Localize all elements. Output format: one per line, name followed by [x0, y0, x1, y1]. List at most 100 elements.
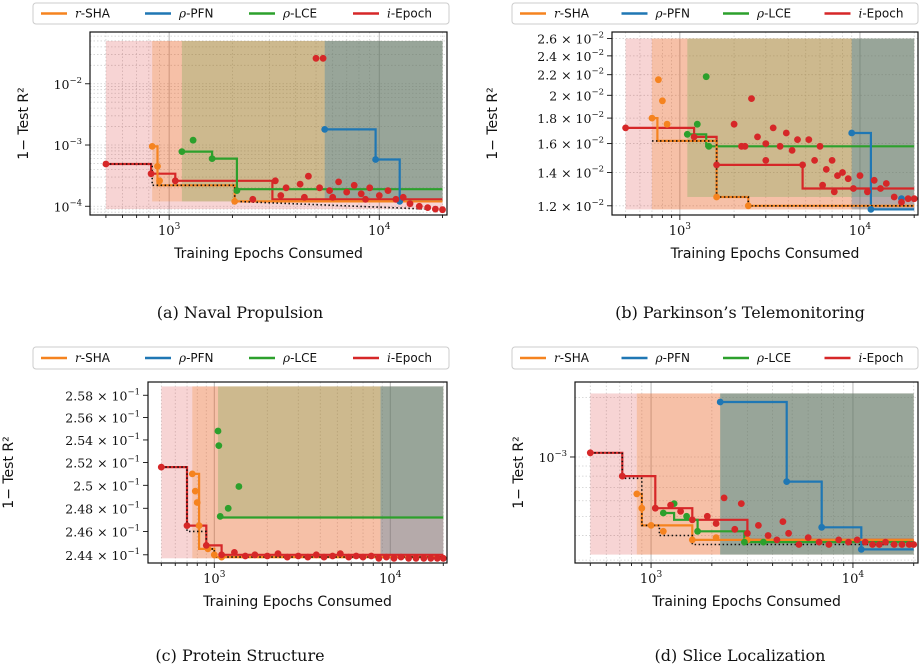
data-point: [754, 133, 761, 141]
legend-entry: i-Epoch: [387, 351, 432, 365]
region: [324, 40, 443, 202]
data-point: [762, 157, 770, 164]
data-point: [183, 522, 191, 529]
data-point: [713, 193, 720, 201]
data-point: [844, 175, 852, 183]
data-point: [375, 554, 383, 562]
data-point: [427, 554, 435, 562]
x-tick-label: 104: [379, 570, 402, 587]
data-point: [688, 536, 696, 544]
data-point: [326, 187, 333, 195]
region: [192, 386, 444, 559]
data-point: [910, 541, 918, 548]
y-tick-label: 2.52 × 10−1: [65, 455, 140, 471]
data-point: [274, 550, 282, 557]
legend-entry: r-SHA: [75, 7, 111, 21]
axes-frame: [574, 381, 919, 564]
data-point: [744, 529, 751, 537]
data-point: [296, 180, 304, 188]
data-point: [156, 177, 164, 185]
dominated-regions: [161, 386, 444, 559]
data-point: [210, 551, 218, 559]
data-point: [195, 522, 203, 529]
data-point: [412, 554, 420, 562]
legend: r-SHA ρ-PFN ρ-LCE i-Epoch: [32, 2, 450, 25]
data-point: [730, 120, 738, 128]
dominated-regions: [625, 38, 915, 210]
data-point: [191, 487, 199, 495]
data-point: [677, 508, 684, 515]
data-point: [178, 148, 186, 156]
data-point: [224, 504, 232, 512]
data-point: [659, 527, 667, 535]
data-point: [762, 140, 770, 148]
data-point: [867, 206, 875, 213]
data-point: [366, 184, 374, 192]
x-axis: 103 104 Training Epochs Consumed: [105, 215, 443, 262]
data-point: [263, 552, 271, 560]
data-points: [586, 398, 918, 553]
data-point: [904, 195, 912, 203]
data-point: [898, 198, 905, 206]
legend-box: [511, 346, 919, 370]
legend-entry: ρ-PFN: [178, 351, 214, 365]
legend-entry: ρ-PFN: [655, 351, 691, 365]
data-point: [822, 166, 830, 173]
data-point: [384, 187, 392, 195]
y-tick-label: 1.8 × 10−2: [537, 110, 604, 126]
region: [380, 386, 444, 559]
legend-entry: i-Epoch: [859, 351, 904, 365]
data-point: [350, 181, 358, 189]
data-point: [705, 142, 713, 150]
data-point: [439, 554, 447, 562]
data-point: [785, 529, 792, 537]
legend-box: [32, 346, 450, 370]
legend-box: [32, 2, 450, 25]
data-point: [783, 478, 791, 485]
incumbent-step-line: [181, 150, 443, 191]
legend: r-SHA ρ-PFN ρ-LCE i-Epoch: [511, 2, 919, 25]
incumbent-step-line: [152, 145, 443, 203]
data-point: [693, 120, 701, 128]
data-point: [336, 550, 344, 557]
data-point: [157, 463, 165, 471]
region: [851, 38, 915, 210]
y-tick-label: 10−3: [539, 449, 567, 465]
data-point: [659, 509, 667, 517]
region: [161, 386, 444, 559]
data-point: [864, 188, 871, 196]
data-point: [875, 541, 883, 548]
data-point: [241, 552, 249, 560]
data-point: [857, 546, 865, 553]
data-point: [651, 504, 659, 512]
x-axis-label: Training Epochs Consumed: [670, 246, 860, 262]
x-tick-label: 103: [158, 222, 181, 239]
y-tick-label: 1.6 × 10−2: [537, 136, 604, 152]
data-point: [362, 195, 369, 203]
data-point: [305, 172, 312, 180]
data-point: [147, 170, 155, 178]
data-point: [830, 188, 838, 196]
data-points: [102, 54, 446, 214]
y-tick-label: 10−4: [54, 198, 82, 214]
incumbent-step-line: [851, 131, 915, 211]
data-point: [694, 527, 701, 535]
data-point: [794, 136, 801, 144]
x-tick-label: 104: [842, 570, 865, 587]
region: [625, 38, 915, 210]
data-point: [424, 204, 432, 212]
data-point: [890, 541, 898, 548]
data-point: [633, 490, 641, 498]
data-point: [251, 551, 259, 559]
y-tick-label: 2.56 × 10−1: [65, 410, 140, 426]
y-axis: 10−4 10−3 10−2 1− Test R²: [16, 76, 90, 214]
data-point: [755, 522, 762, 529]
data-point: [320, 553, 328, 561]
data-point: [301, 193, 308, 201]
data-point: [405, 554, 412, 562]
pareto-frontier: [652, 140, 915, 207]
data-point: [655, 76, 662, 84]
y-tick-label: 2.5 × 10−1: [73, 477, 140, 493]
data-point: [776, 142, 784, 150]
